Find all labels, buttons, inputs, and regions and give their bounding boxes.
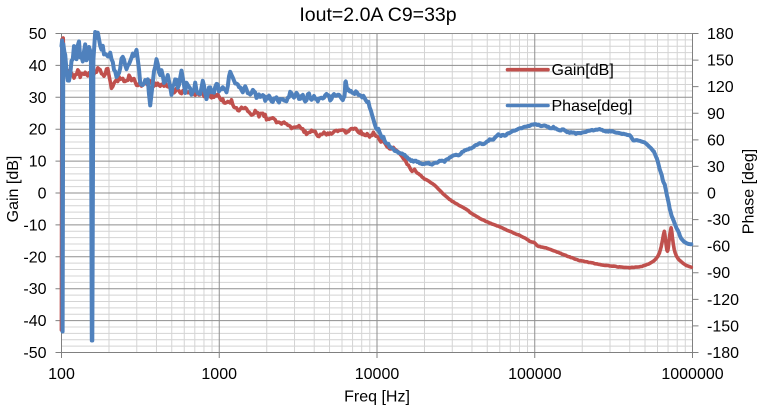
svg-text:-30: -30	[707, 212, 730, 229]
svg-text:-40: -40	[23, 313, 46, 330]
svg-text:-150: -150	[707, 318, 739, 335]
svg-text:120: 120	[707, 79, 734, 96]
svg-text:10000: 10000	[355, 366, 400, 383]
svg-text:-50: -50	[23, 345, 46, 362]
svg-text:30: 30	[29, 90, 47, 107]
svg-text:0: 0	[38, 186, 47, 203]
svg-text:180: 180	[707, 26, 734, 43]
svg-text:-20: -20	[23, 249, 46, 266]
svg-text:10: 10	[29, 154, 47, 171]
svg-text:100000: 100000	[508, 366, 561, 383]
svg-text:-30: -30	[23, 281, 46, 298]
svg-text:-180: -180	[707, 345, 739, 362]
svg-text:100: 100	[48, 366, 75, 383]
svg-text:20: 20	[29, 122, 47, 139]
svg-text:-120: -120	[707, 292, 739, 309]
svg-text:60: 60	[707, 132, 725, 149]
svg-text:-10: -10	[23, 217, 46, 234]
svg-text:-60: -60	[707, 239, 730, 256]
svg-text:1000000: 1000000	[661, 366, 723, 383]
svg-text:150: 150	[707, 53, 734, 70]
svg-text:Phase[deg]: Phase[deg]	[552, 98, 633, 115]
svg-text:0: 0	[707, 186, 716, 203]
svg-text:90: 90	[707, 106, 725, 123]
svg-text:Gain[dB]: Gain[dB]	[552, 62, 614, 79]
svg-text:50: 50	[29, 26, 47, 43]
svg-text:Gain [dB]: Gain [dB]	[5, 156, 22, 223]
svg-text:Freq [Hz]: Freq [Hz]	[344, 389, 410, 406]
svg-text:Iout=2.0A C9=33p: Iout=2.0A C9=33p	[299, 4, 456, 26]
svg-text:40: 40	[29, 58, 47, 75]
svg-text:Phase [deg]: Phase [deg]	[741, 149, 758, 234]
svg-text:1000: 1000	[201, 366, 237, 383]
svg-text:30: 30	[707, 159, 725, 176]
svg-text:-90: -90	[707, 265, 730, 282]
